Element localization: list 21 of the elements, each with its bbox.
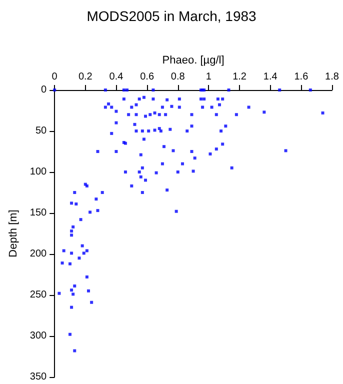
y-axis-title: Depth [m]: [8, 210, 20, 258]
x-tick-label: 1.4: [263, 72, 278, 82]
x-tick-label: 0: [52, 72, 58, 82]
y-tick-label: 350: [30, 372, 48, 382]
y-tick-label: 100: [30, 166, 48, 178]
y-tick-label: 200: [30, 248, 48, 260]
y-tick-label: 0: [41, 84, 48, 96]
x-tick-label: 0.4: [109, 72, 124, 82]
x-tick-label: 1.2: [232, 72, 247, 82]
y-tick-label: 300: [30, 330, 48, 342]
y-tick-label: 250: [30, 290, 48, 300]
x-tick-label: 0.6: [140, 72, 154, 82]
x-tick-label: 1.8: [325, 72, 340, 82]
y-tick-label: 150: [30, 208, 48, 218]
x-tick-label: 0.8: [170, 72, 186, 82]
x-tick-label: 0.2: [78, 72, 93, 82]
x-tick-label: 1.6: [294, 72, 309, 82]
x-tick-label: 1: [206, 72, 212, 82]
chart-title: MODS2005 in March, 1983: [86, 8, 257, 24]
x-axis-title: Phaeo. [µg/l]: [162, 54, 224, 66]
y-tick-label: 50: [35, 126, 48, 136]
